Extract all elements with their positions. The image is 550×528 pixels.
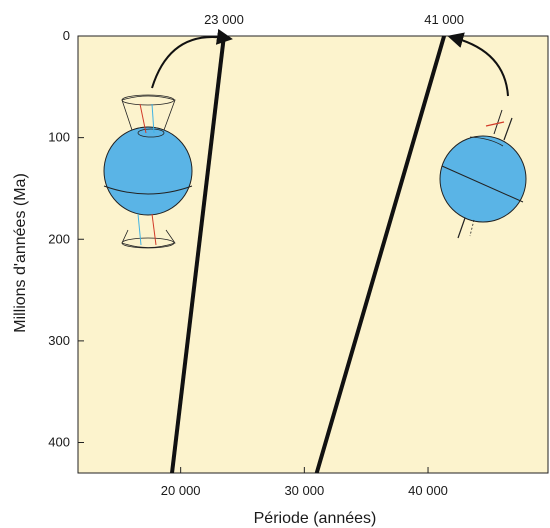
series-line [314, 35, 447, 474]
curved-arrow-icon [447, 32, 509, 97]
series-line [170, 35, 226, 474]
series-layer: 23 000 41 000 [170, 12, 464, 474]
series-label: 41 000 [424, 12, 464, 27]
x-tick-label: 20 000 [161, 483, 201, 498]
y-tick-label: 400 [48, 435, 70, 450]
y-axis: 0 100 200 300 400 [48, 28, 84, 450]
y-tick-label: 300 [48, 333, 70, 348]
y-tick-label: 0 [63, 28, 70, 43]
y-tick-label: 200 [48, 231, 70, 246]
x-tick-label: 40 000 [408, 483, 448, 498]
x-axis-label: Période (années) [254, 510, 377, 527]
x-tick-label: 30 000 [284, 483, 324, 498]
curved-arrow-icon [151, 28, 233, 89]
precession-globe-icon [103, 94, 193, 249]
obliquity-globe-icon [439, 109, 527, 239]
series-label: 23 000 [204, 12, 244, 27]
y-axis-label: Millions d'années (Ma) [12, 173, 29, 333]
x-axis: 20 000 30 000 40 000 [161, 467, 448, 498]
plot-area [77, 35, 549, 474]
y-tick-label: 100 [48, 130, 70, 145]
